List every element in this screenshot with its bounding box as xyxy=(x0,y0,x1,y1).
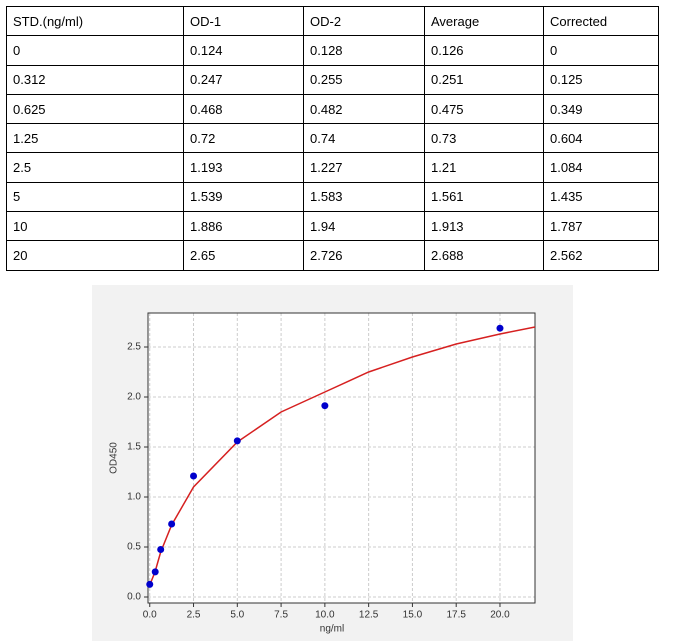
table-cell: 1.21 xyxy=(424,152,544,183)
table-cell: Corrected xyxy=(543,5,659,37)
data-point xyxy=(233,437,241,445)
table-cell: 1.084 xyxy=(543,152,659,183)
chart: ng/ml OD450 0.0 2.5 5.0 7.5 10.0 12.5 15.0 17.5… xyxy=(92,285,573,641)
x-tick-label: 17.5 xyxy=(446,610,466,621)
x-tick-label: 12.5 xyxy=(359,610,379,621)
table-cell: 0.625 xyxy=(6,93,184,125)
plot-area xyxy=(148,313,535,603)
y-tick-label: 0.0 xyxy=(127,592,141,603)
table-cell: 10 xyxy=(6,211,184,242)
x-axis-label: ng/ml xyxy=(320,624,344,635)
table-row: 0.625 0.468 0.482 0.475 0.349 xyxy=(6,93,659,125)
data-point xyxy=(151,568,159,576)
y-tick-label: 0.5 xyxy=(127,542,141,553)
plot-frame xyxy=(147,312,536,604)
table-row: 1.25 0.72 0.74 0.73 0.604 xyxy=(6,123,659,154)
table-cell: 1.539 xyxy=(183,181,304,213)
y-tick-label: 2.5 xyxy=(127,342,141,353)
table-cell: 0.128 xyxy=(303,35,425,66)
data-point xyxy=(190,472,198,480)
data-point xyxy=(157,546,165,553)
x-tick-label: 10.0 xyxy=(315,610,335,621)
table-cell: 2.688 xyxy=(424,240,544,271)
table-cell: 0 xyxy=(6,35,184,66)
table-row: 0 0.124 0.128 0.126 0 xyxy=(6,35,659,66)
table-cell: 0.73 xyxy=(424,123,544,154)
table-cell: 0.312 xyxy=(6,64,184,95)
table-cell: 0.74 xyxy=(303,123,425,154)
table-cell: 0.251 xyxy=(424,64,544,95)
table-cell: 2.726 xyxy=(303,240,425,271)
table-cell: 1.435 xyxy=(543,181,659,213)
table-cell: 0.482 xyxy=(303,93,425,125)
data-point xyxy=(168,520,176,528)
x-tick-label: 15.0 xyxy=(403,610,423,621)
table-cell: 0.255 xyxy=(303,64,425,95)
table-cell: 2.562 xyxy=(543,240,659,271)
table-cell: 1.561 xyxy=(424,181,544,213)
table-cell: 0.468 xyxy=(183,93,304,125)
table-cell: Average xyxy=(424,5,544,37)
table-cell: 5 xyxy=(6,181,184,213)
y-tick-label: 1.0 xyxy=(127,492,141,503)
table-cell: 1.25 xyxy=(6,123,184,154)
x-tick-label: 5.0 xyxy=(230,610,244,621)
table-cell: 1.913 xyxy=(424,211,544,242)
data-table: STD.(ng/ml) OD-1 OD-2 Average Corrected 0 0.12… xyxy=(6,5,659,271)
table-cell: 0.349 xyxy=(543,93,659,125)
y-tick-label: 2.0 xyxy=(127,392,141,403)
table-cell: 1.227 xyxy=(303,152,425,183)
table-cell: STD.(ng/ml) xyxy=(6,5,184,37)
table-row: 20 2.65 2.726 2.688 2.562 xyxy=(6,240,659,271)
table-cell: 1.193 xyxy=(183,152,304,183)
data-point xyxy=(496,324,504,332)
table-cell: 0.126 xyxy=(424,35,544,66)
x-tick-label: 2.5 xyxy=(187,610,201,621)
data-point xyxy=(321,402,329,410)
table-cell: 0.475 xyxy=(424,93,544,125)
table-cell: OD-2 xyxy=(303,5,425,37)
table-cell: 2.5 xyxy=(6,152,184,183)
x-tick-label: 7.5 xyxy=(274,610,288,621)
table-row: 10 1.886 1.94 1.913 1.787 xyxy=(6,211,659,242)
table-cell: 1.886 xyxy=(183,211,304,242)
table-cell: 0.125 xyxy=(543,64,659,95)
table-row: STD.(ng/ml) OD-1 OD-2 Average Corrected xyxy=(6,5,659,37)
table-row: 5 1.539 1.583 1.561 1.435 xyxy=(6,181,659,213)
table-cell: 0.604 xyxy=(543,123,659,154)
y-axis-label: OD450 xyxy=(109,442,120,474)
table-row: 0.312 0.247 0.255 0.251 0.125 xyxy=(6,64,659,95)
table-cell: 0.72 xyxy=(183,123,304,154)
table-cell: 0 xyxy=(543,35,659,66)
table-cell: 1.787 xyxy=(543,211,659,242)
table-cell: 0.247 xyxy=(183,64,304,95)
y-tick-label: 1.5 xyxy=(127,442,141,453)
x-tick-label: 20.0 xyxy=(490,610,510,621)
table-row: 2.5 1.193 1.227 1.21 1.084 xyxy=(6,152,659,183)
x-tick-label: 0.0 xyxy=(143,610,157,621)
data-point xyxy=(146,580,154,588)
table-cell: 2.65 xyxy=(183,240,304,271)
table-cell: OD-1 xyxy=(183,5,304,37)
table-cell: 20 xyxy=(6,240,184,271)
table-cell: 1.583 xyxy=(303,181,425,213)
table-cell: 1.94 xyxy=(303,211,425,242)
table-cell: 0.124 xyxy=(183,35,304,66)
